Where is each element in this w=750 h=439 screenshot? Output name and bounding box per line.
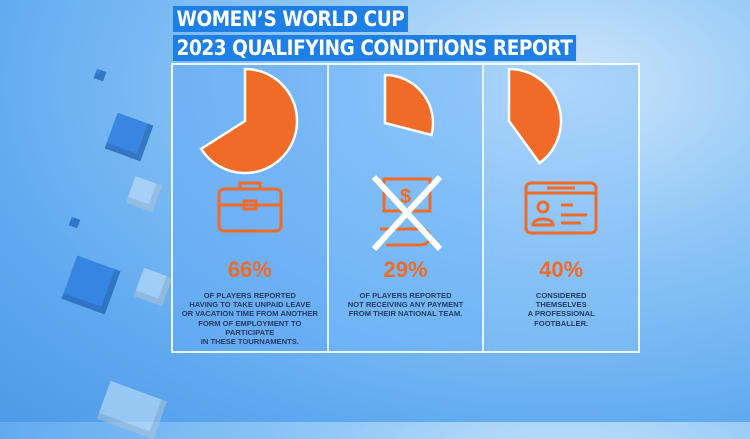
pie-chart: [508, 67, 563, 165]
svg-text:$: $: [400, 186, 411, 208]
stat-percentage: 29%: [383, 257, 428, 282]
stat-description: OF PLAYERS REPORTED NOT RECEIVING ANY PA…: [347, 291, 464, 319]
crossed-out-money-icon: $: [371, 174, 442, 252]
stat-percentage: 40%: [539, 257, 584, 282]
stat-percentage: 66%: [227, 257, 272, 282]
id-card-icon: [524, 181, 598, 235]
stat-panel: 40% CONSIDERED THEMSELVES A PROFESSIONAL…: [484, 65, 639, 351]
pie-slice: [383, 73, 434, 137]
decorative-cube: [133, 267, 173, 307]
pie-chart: [383, 73, 434, 137]
stat-description: OF PLAYERS REPORTED HAVING TO TAKE UNPAI…: [181, 291, 318, 347]
decorative-cube: [68, 216, 81, 229]
decorative-cube: [93, 68, 107, 82]
decorative-cube: [104, 112, 154, 162]
stats-panels: 66% OF PLAYERS REPORTED HAVING TO TAKE U…: [171, 63, 640, 353]
stat-panel: $ 29% OF PLAYERS REPORTED NOT RECEIVING …: [328, 65, 485, 351]
title-line-1: WOMEN’S WORLD CUP: [173, 6, 408, 32]
decorative-cube: [61, 255, 121, 315]
stat-description: CONSIDERED THEMSELVES A PROFESSIONAL FOO…: [527, 291, 595, 328]
stat-panel: 66% OF PLAYERS REPORTED HAVING TO TAKE U…: [173, 65, 329, 351]
pie-slice: [199, 67, 299, 175]
pie-slice: [508, 67, 563, 165]
title-line-2: 2023 QUALIFYING CONDITIONS REPORT: [173, 35, 576, 61]
decorative-cube: [126, 176, 162, 212]
decorative-cube: [96, 380, 168, 439]
pie-chart: [199, 67, 299, 175]
briefcase-icon: [217, 181, 283, 233]
